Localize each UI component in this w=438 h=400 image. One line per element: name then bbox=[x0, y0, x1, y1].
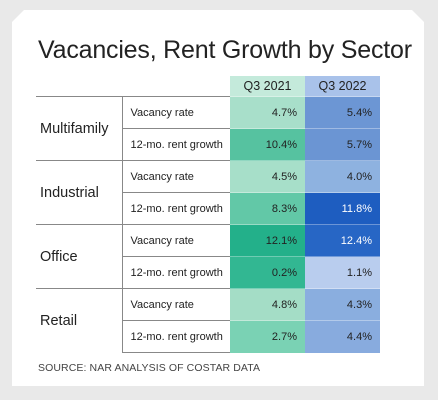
metric-label: 12-mo. rent growth bbox=[121, 192, 230, 225]
value-cell: 11.8% bbox=[305, 192, 380, 225]
value-cell: 4.7% bbox=[230, 96, 305, 129]
chart-title: Vacancies, Rent Growth by Sector bbox=[38, 36, 412, 64]
table-row: Office Vacancy rate 12.1% 12.4% bbox=[36, 224, 380, 289]
sector-label-multifamily: Multifamily bbox=[36, 96, 122, 161]
value-cell: 1.1% bbox=[305, 256, 380, 289]
table-row: 12-mo. rent growth 10.4% 5.7% bbox=[36, 128, 380, 161]
sector-label-office: Office bbox=[36, 224, 122, 289]
value-cell: 4.4% bbox=[305, 320, 380, 353]
metric-label: Vacancy rate bbox=[121, 96, 230, 129]
value-cell: 5.4% bbox=[305, 96, 380, 129]
metric-label: Vacancy rate bbox=[121, 224, 230, 257]
value-cell: 5.7% bbox=[305, 128, 380, 161]
sector-table: Q3 2021 Q3 2022 Multifamily Vacancy rate… bbox=[36, 76, 380, 353]
value-cell: 4.3% bbox=[305, 288, 380, 321]
table-row: Retail Vacancy rate 4.8% 4.3% bbox=[36, 288, 380, 353]
table-row: Industrial Vacancy rate 4.5% 4.0% bbox=[36, 160, 380, 225]
value-cell: 10.4% bbox=[230, 128, 305, 161]
table-row: 12-mo. rent growth 8.3% 11.8% bbox=[36, 192, 380, 225]
metric-label: Vacancy rate bbox=[121, 160, 230, 193]
header-empty-sector bbox=[36, 76, 122, 97]
value-cell: 8.3% bbox=[230, 192, 305, 225]
value-cell: 12.4% bbox=[305, 224, 380, 257]
metric-label: 12-mo. rent growth bbox=[121, 128, 230, 161]
sector-label-industrial: Industrial bbox=[36, 160, 122, 225]
sector-label-retail: Retail bbox=[36, 288, 122, 353]
value-cell: 4.8% bbox=[230, 288, 305, 321]
column-header-q3-2022: Q3 2022 bbox=[305, 76, 380, 97]
value-cell: 2.7% bbox=[230, 320, 305, 353]
value-cell: 12.1% bbox=[230, 224, 305, 257]
table-row: Multifamily Vacancy rate 4.7% 5.4% bbox=[36, 96, 380, 161]
header-empty-metric bbox=[122, 76, 230, 97]
source-note: SOURCE: NAR ANALYSIS OF COSTAR DATA bbox=[38, 362, 261, 374]
metric-label: 12-mo. rent growth bbox=[121, 256, 230, 289]
value-cell: 0.2% bbox=[230, 256, 305, 289]
table-row: 12-mo. rent growth 2.7% 4.4% bbox=[36, 320, 380, 353]
column-header-q3-2021: Q3 2021 bbox=[230, 76, 305, 97]
metric-label: 12-mo. rent growth bbox=[121, 320, 230, 353]
header-row: Q3 2021 Q3 2022 bbox=[36, 76, 380, 97]
value-cell: 4.5% bbox=[230, 160, 305, 193]
metric-label: Vacancy rate bbox=[121, 288, 230, 321]
value-cell: 4.0% bbox=[305, 160, 380, 193]
